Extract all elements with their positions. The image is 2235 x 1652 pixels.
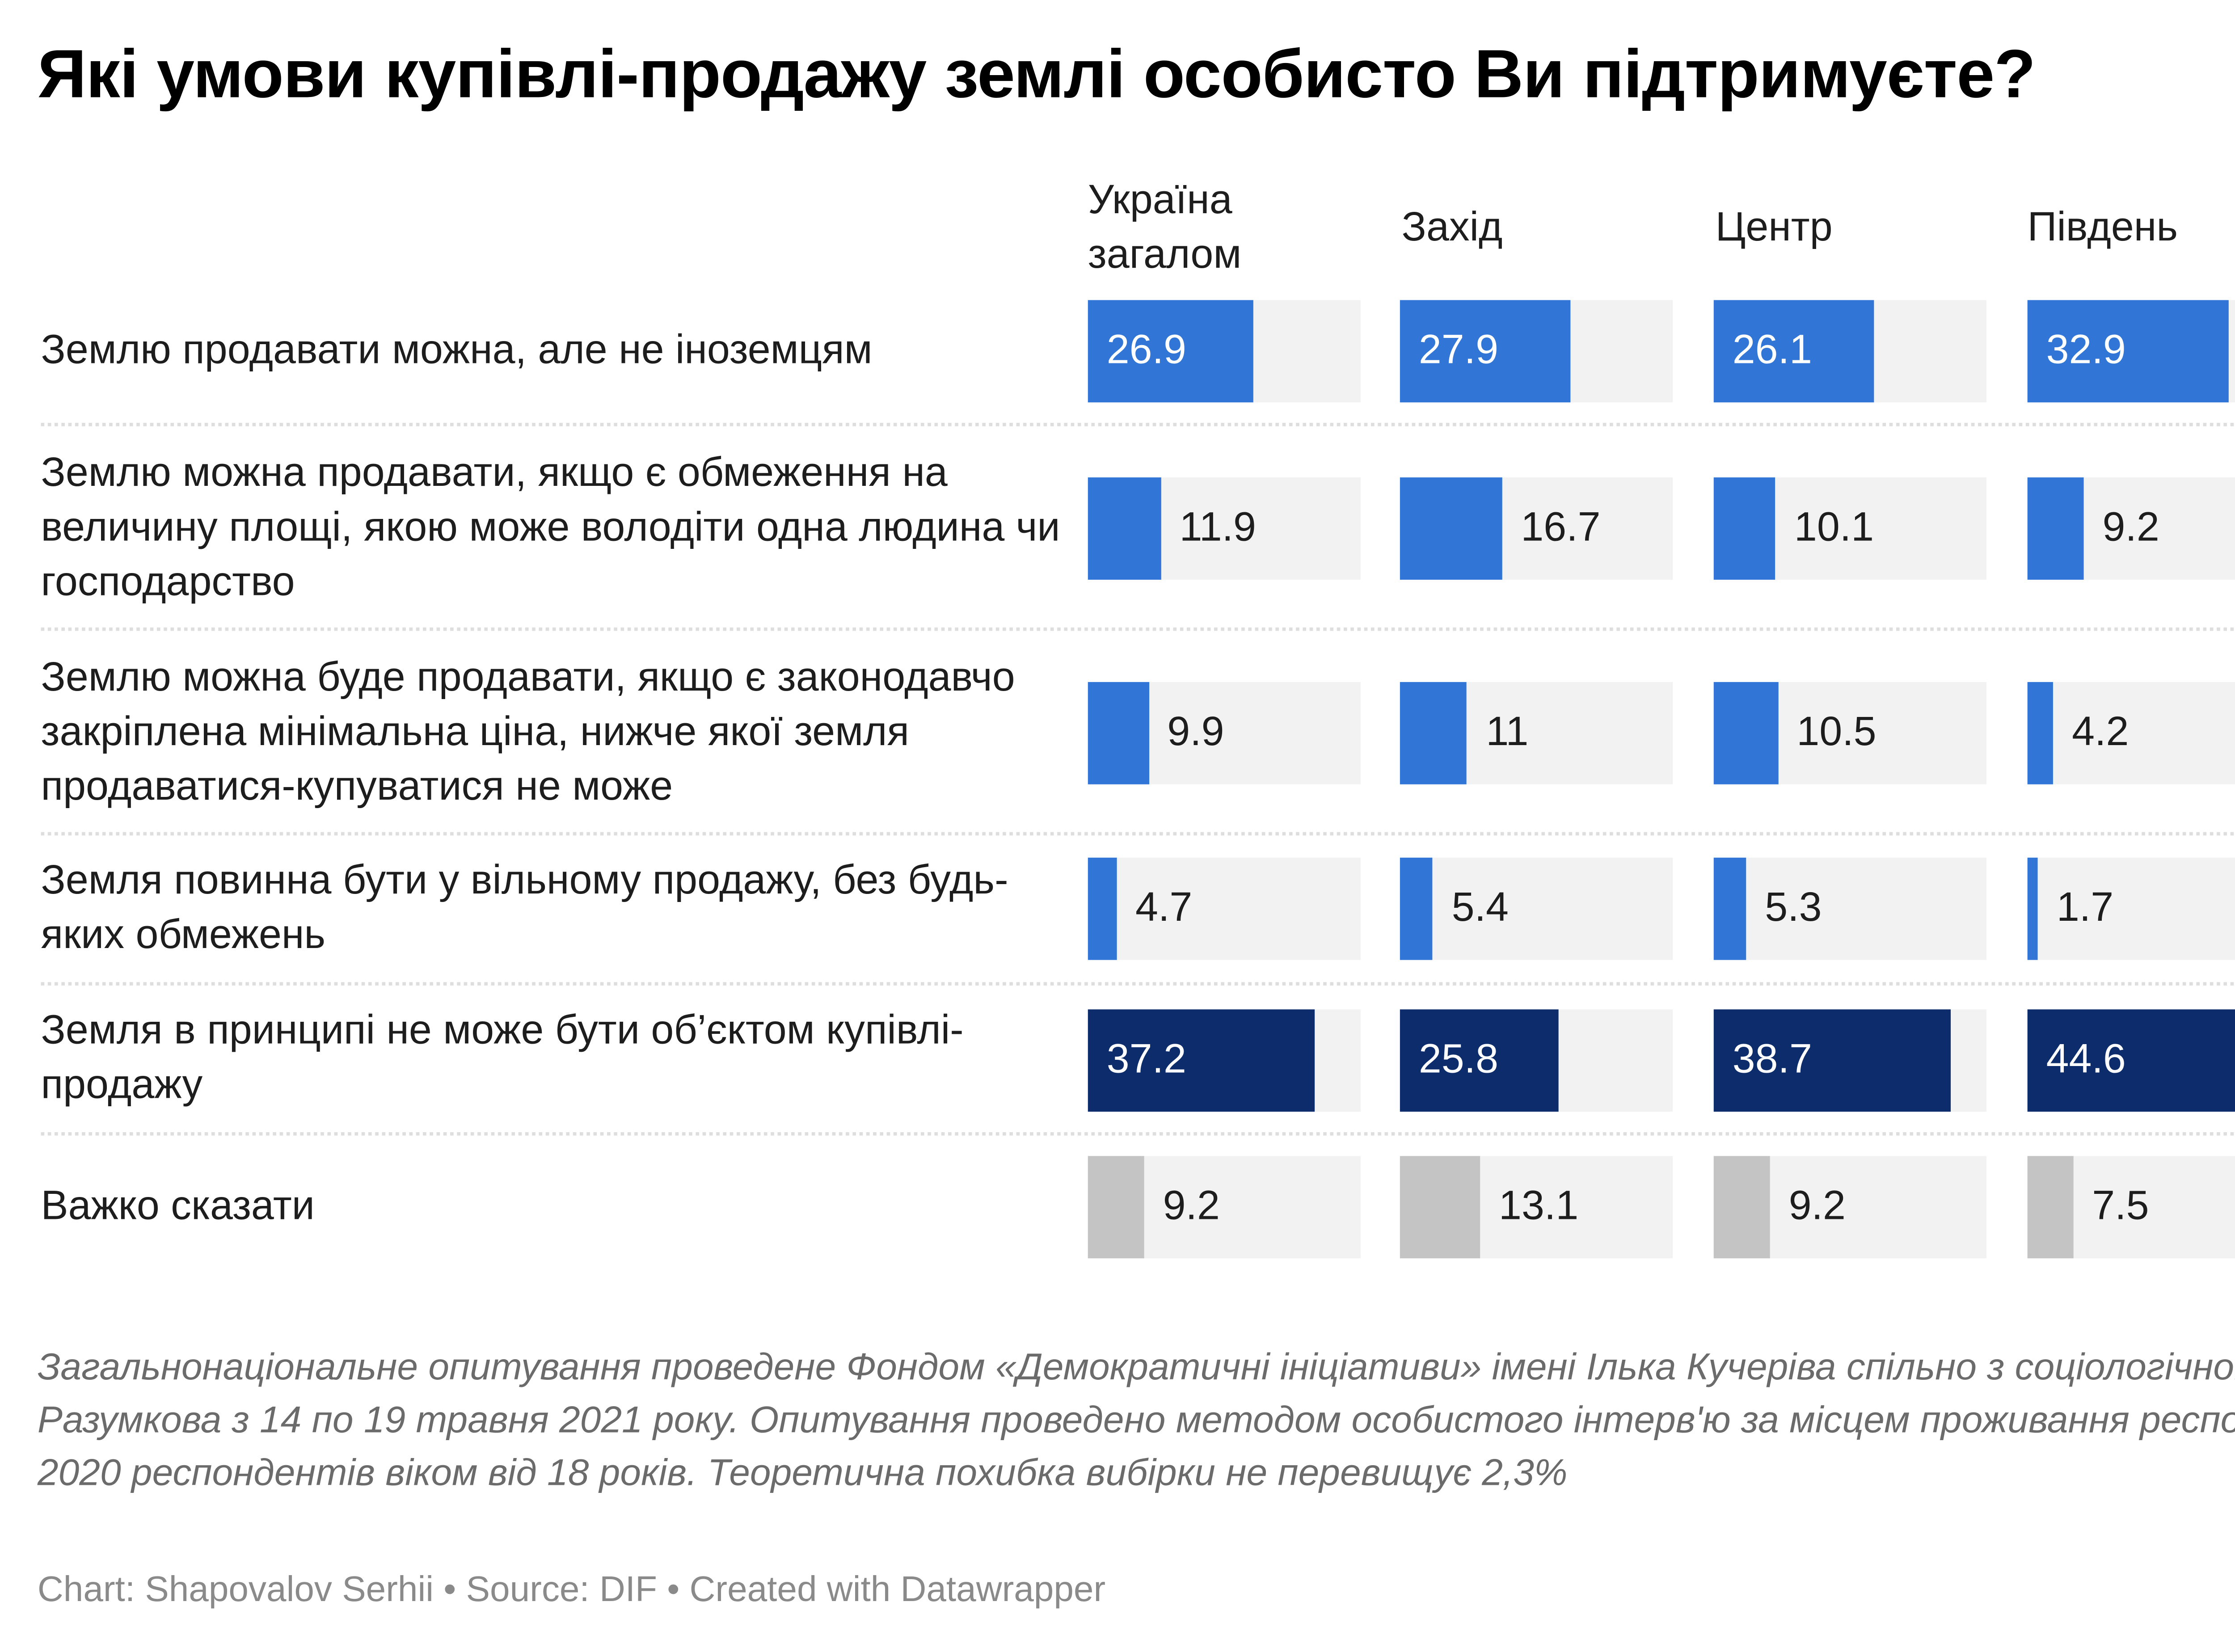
chart-title: Які умови купівлі-продажу землі особисто…	[37, 37, 2036, 113]
bar-track: 16.7	[1400, 477, 1673, 580]
data-label: 9.2	[1163, 1183, 1220, 1230]
bar	[2027, 1009, 2235, 1112]
bar-track: 5.3	[1713, 857, 1987, 960]
bar	[2027, 857, 2038, 960]
bar-track: 37.2	[1088, 1009, 1361, 1112]
data-label: 26.1	[1732, 327, 1812, 374]
bar	[2027, 300, 2229, 403]
data-label: 9.9	[1167, 709, 1224, 755]
row-label: Важко сказати	[41, 1183, 315, 1230]
bar	[1400, 1156, 1480, 1259]
column-header: Південь	[2027, 204, 2178, 251]
bar	[1088, 477, 1161, 580]
data-label: 10.1	[1794, 505, 1874, 551]
bar-track: 13.1	[1400, 1156, 1673, 1259]
bar-track: 9.2	[2027, 477, 2235, 580]
column-header: Захід	[1401, 204, 1503, 251]
bar-track: 32.9	[2027, 300, 2235, 403]
data-label: 4.7	[1135, 885, 1193, 931]
row-separator	[41, 982, 2235, 986]
data-label: 9.2	[1788, 1183, 1846, 1230]
bar-track: 11.9	[1088, 477, 1361, 580]
column-header: Центр	[1715, 204, 1833, 251]
bar-track: 9.9	[1088, 682, 1361, 784]
bar	[1713, 300, 1873, 403]
data-label: 27.9	[1418, 327, 1499, 374]
bar-track: 4.2	[2027, 682, 2235, 784]
row-separator	[41, 1132, 2235, 1136]
bar-track: 26.1	[1713, 300, 1987, 403]
bar	[1713, 477, 1775, 580]
data-label: 25.8	[1418, 1037, 1499, 1083]
row-separator	[41, 627, 2235, 631]
data-label: 11	[1486, 709, 1529, 755]
bar-track: 9.2	[1088, 1156, 1361, 1259]
bar-track: 44.6	[2027, 1009, 2235, 1112]
bar	[1088, 682, 1149, 784]
data-label: 10.5	[1796, 709, 1877, 755]
bar	[1088, 1009, 1316, 1112]
bar-track: 10.1	[1713, 477, 1987, 580]
data-label: 37.2	[1106, 1037, 1186, 1083]
bar	[1400, 682, 1468, 784]
data-label: 11.9	[1179, 505, 1257, 551]
column-header: Україна загалом	[1088, 177, 1242, 278]
bar	[1713, 682, 1778, 784]
data-label: 16.7	[1521, 505, 1601, 551]
bar	[1088, 1156, 1144, 1259]
bar	[2027, 1156, 2074, 1259]
bar-track: 4.7	[1088, 857, 1361, 960]
bar	[2027, 477, 2084, 580]
bar-track: 9.2	[1713, 1156, 1987, 1259]
bar-track: 25.8	[1400, 1009, 1673, 1112]
chart-byline: Chart: Shapovalov Serhii • Source: DIF •…	[37, 1570, 1106, 1610]
row-label: Земля повинна бути у вільному продажу, б…	[41, 857, 1008, 958]
bar-track: 11	[1400, 682, 1673, 784]
bar-track: 38.7	[1713, 1009, 1987, 1112]
data-label: 5.3	[1765, 885, 1822, 931]
bar	[1400, 1009, 1558, 1112]
data-label: 9.2	[2102, 505, 2159, 551]
data-label: 5.4	[1451, 885, 1509, 931]
row-label: Землю можна продавати, якщо є обмеження …	[41, 450, 1060, 606]
bar-track: 26.9	[1088, 300, 1361, 403]
data-label: 38.7	[1732, 1037, 1812, 1083]
row-label: Землю можна буде продавати, якщо є закон…	[41, 654, 1015, 810]
bar-track: 7.5	[2027, 1156, 2235, 1259]
bar-track: 10.5	[1713, 682, 1987, 784]
row-separator	[41, 832, 2235, 836]
data-label: 1.7	[2056, 885, 2114, 931]
row-label: Земля в принципі не може бути об’єктом к…	[41, 1007, 964, 1108]
chart-notes: Загальнонаціональне опитування проведене…	[37, 1345, 2235, 1494]
bar	[1400, 300, 1571, 403]
bar	[1713, 857, 1746, 960]
bar-track: 1.7	[2027, 857, 2235, 960]
bar	[2027, 682, 2054, 784]
bar	[1713, 1156, 1770, 1259]
bar	[1400, 477, 1502, 580]
data-label: 4.2	[2072, 709, 2129, 755]
row-separator	[41, 423, 2235, 426]
bar-track: 27.9	[1400, 300, 1673, 403]
row-label: Землю продавати можна, але не іноземцям	[41, 327, 873, 374]
data-label: 7.5	[2092, 1183, 2149, 1230]
bar-track: 5.4	[1400, 857, 1673, 960]
bar	[1088, 300, 1252, 403]
bar	[1400, 857, 1433, 960]
data-label: 13.1	[1499, 1183, 1579, 1230]
data-label: 26.9	[1106, 327, 1186, 374]
bar	[1088, 857, 1117, 960]
data-label: 44.6	[2046, 1037, 2126, 1083]
bar	[1713, 1009, 1951, 1112]
data-label: 32.9	[2046, 327, 2126, 374]
